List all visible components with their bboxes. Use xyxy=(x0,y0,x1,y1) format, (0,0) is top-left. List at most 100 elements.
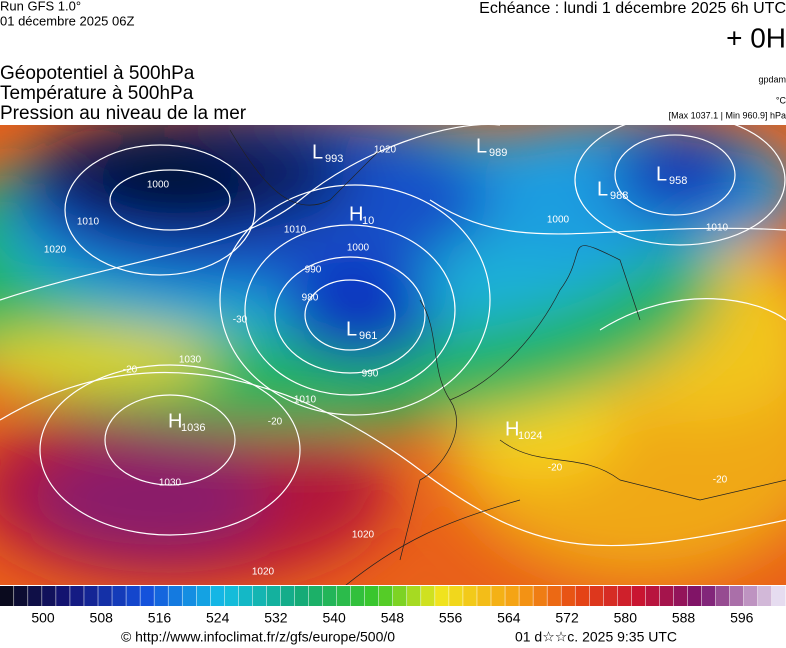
color-swatch xyxy=(757,586,772,606)
contour-label: 1020 xyxy=(374,145,397,156)
color-swatch xyxy=(140,586,154,606)
center-letter: L xyxy=(597,178,608,200)
contour-label: 1010 xyxy=(294,395,317,406)
color-swatch xyxy=(477,586,491,606)
color-swatch xyxy=(463,586,477,606)
contour-label: -20 xyxy=(123,365,138,376)
center-value: 989 xyxy=(489,147,507,159)
unit: gpdam xyxy=(758,74,786,84)
color-swatch xyxy=(196,586,211,606)
color-swatch xyxy=(210,586,225,606)
contour-label: 1030 xyxy=(179,355,202,366)
echeance: Echéance : lundi 1 décembre 2025 6h UTC xyxy=(479,0,786,17)
color-swatch xyxy=(42,586,56,606)
color-swatch xyxy=(126,586,140,606)
color-swatch xyxy=(154,586,168,606)
colorbar-label: 500 xyxy=(31,610,55,626)
center-value: 1024 xyxy=(518,430,542,442)
color-swatch xyxy=(112,586,126,606)
color-swatch xyxy=(729,586,744,606)
contour-label: -20 xyxy=(268,417,283,428)
color-swatch xyxy=(449,586,463,606)
colorbar-label: 524 xyxy=(206,610,230,626)
colorbar-label: 580 xyxy=(614,610,638,626)
color-swatch xyxy=(659,586,674,606)
center-letter: H xyxy=(505,418,519,440)
color-swatch xyxy=(70,586,84,606)
colorbar-label: 540 xyxy=(322,610,346,626)
color-swatch xyxy=(743,586,758,606)
color-swatch xyxy=(294,586,309,606)
color-swatch xyxy=(364,586,379,606)
color-swatch xyxy=(182,586,196,606)
color-swatch xyxy=(561,586,575,606)
unit: [Max 1037.1 | Min 960.9] hPa xyxy=(669,110,786,120)
color-swatch xyxy=(224,586,239,606)
color-swatch xyxy=(435,586,449,606)
color-swatch xyxy=(491,586,505,606)
color-swatch xyxy=(617,586,632,606)
color-swatch xyxy=(336,586,351,606)
color-swatch xyxy=(589,586,604,606)
color-swatch xyxy=(771,586,786,606)
color-swatch xyxy=(28,586,42,606)
center-letter: L xyxy=(312,141,323,163)
color-swatch xyxy=(0,586,14,606)
contour-label: -20 xyxy=(548,463,563,474)
contour-label: 1000 xyxy=(547,215,570,226)
contour-label: -30 xyxy=(233,315,248,326)
color-swatch xyxy=(701,586,716,606)
color-swatch xyxy=(421,586,435,606)
color-swatch xyxy=(645,586,660,606)
contour-label: 1020 xyxy=(352,530,375,541)
unit: °C xyxy=(776,95,786,105)
center-value: 10 xyxy=(362,215,374,227)
contour-label: 1000 xyxy=(347,243,370,254)
color-swatch xyxy=(98,586,112,606)
color-swatch xyxy=(533,586,547,606)
colorbar-label: 532 xyxy=(264,610,288,626)
footer-date: 01 d☆☆c. 2025 9:35 UTC xyxy=(515,629,677,645)
color-swatch xyxy=(407,586,421,606)
center-value: 958 xyxy=(669,175,687,187)
contour-label: 1030 xyxy=(159,478,182,489)
contour-label: 990 xyxy=(362,369,379,380)
center-letter: L xyxy=(656,163,667,185)
contour-label: 1010 xyxy=(77,217,100,228)
color-swatch xyxy=(252,586,267,606)
isobars xyxy=(0,125,786,547)
colorbar-label: 556 xyxy=(439,610,463,626)
center-value: 988 xyxy=(610,190,628,202)
center-letter: L xyxy=(476,135,487,157)
color-swatch xyxy=(56,586,70,606)
center-letter: L xyxy=(346,318,357,340)
contour-label: 990 xyxy=(305,265,322,276)
colorbar-label: 508 xyxy=(90,610,114,626)
color-swatch xyxy=(505,586,519,606)
colorbar-label: 596 xyxy=(730,610,754,626)
color-swatch xyxy=(687,586,702,606)
temperature-field xyxy=(0,125,786,580)
colorbar-label: 516 xyxy=(148,610,172,626)
colorbar-label: 588 xyxy=(672,610,696,626)
colorbar: 5005085165245325405485565645725805885966… xyxy=(0,586,786,626)
color-swatch xyxy=(322,586,337,606)
offset: + 0H xyxy=(726,22,786,53)
layer-title: Pression au niveau de la mer xyxy=(0,103,247,124)
center-letter: H xyxy=(168,410,182,432)
color-swatch xyxy=(575,586,589,606)
color-swatch xyxy=(308,586,323,606)
contour-label: 1010 xyxy=(284,225,307,236)
center-value: 1036 xyxy=(181,422,205,434)
contour-label: 1010 xyxy=(706,223,729,234)
color-swatch xyxy=(168,586,182,606)
center-letter: H xyxy=(349,203,363,225)
color-swatch xyxy=(603,586,618,606)
run-date: 01 décembre 2025 06Z xyxy=(0,13,134,28)
color-swatch xyxy=(715,586,730,606)
color-swatch xyxy=(280,586,295,606)
contour-label: 980 xyxy=(302,293,319,304)
contour-label: 1020 xyxy=(252,567,275,578)
color-swatch xyxy=(350,586,365,606)
